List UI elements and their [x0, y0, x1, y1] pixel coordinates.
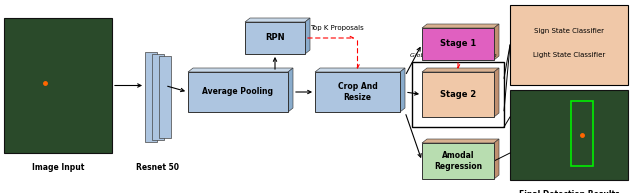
Text: Sign State Classifier: Sign State Classifier: [534, 28, 604, 34]
Text: Stage 2: Stage 2: [440, 90, 476, 99]
Text: Stage 1: Stage 1: [440, 40, 476, 48]
FancyBboxPatch shape: [510, 5, 628, 85]
Polygon shape: [494, 139, 499, 179]
FancyBboxPatch shape: [422, 72, 494, 117]
FancyBboxPatch shape: [145, 52, 157, 142]
Text: Global Class Categorization: Global Class Categorization: [410, 53, 497, 58]
Text: Amodal
Regression: Amodal Regression: [434, 151, 482, 171]
FancyBboxPatch shape: [315, 72, 400, 112]
Polygon shape: [494, 24, 499, 60]
Text: Crop And
Resize: Crop And Resize: [338, 82, 378, 102]
FancyBboxPatch shape: [510, 90, 628, 180]
FancyBboxPatch shape: [245, 22, 305, 54]
Polygon shape: [288, 68, 293, 112]
FancyBboxPatch shape: [188, 72, 288, 112]
FancyBboxPatch shape: [412, 62, 504, 127]
Polygon shape: [245, 18, 310, 22]
Polygon shape: [315, 68, 405, 72]
Text: Top K Proposals: Top K Proposals: [310, 25, 364, 31]
Polygon shape: [188, 68, 293, 72]
Polygon shape: [422, 139, 499, 143]
FancyBboxPatch shape: [422, 28, 494, 60]
FancyBboxPatch shape: [152, 54, 164, 140]
Polygon shape: [422, 24, 499, 28]
Text: Light State Classifier: Light State Classifier: [533, 52, 605, 58]
Text: RPN: RPN: [265, 34, 285, 42]
FancyBboxPatch shape: [422, 143, 494, 179]
Polygon shape: [400, 68, 405, 112]
Polygon shape: [305, 18, 310, 54]
FancyBboxPatch shape: [4, 18, 112, 153]
Polygon shape: [494, 68, 499, 117]
Text: Resnet 50: Resnet 50: [136, 163, 179, 172]
Text: Image Input: Image Input: [32, 163, 84, 172]
FancyBboxPatch shape: [159, 56, 171, 138]
Polygon shape: [422, 68, 499, 72]
Text: Average Pooling: Average Pooling: [202, 87, 273, 96]
Text: Final Detection Results: Final Detection Results: [518, 190, 620, 193]
